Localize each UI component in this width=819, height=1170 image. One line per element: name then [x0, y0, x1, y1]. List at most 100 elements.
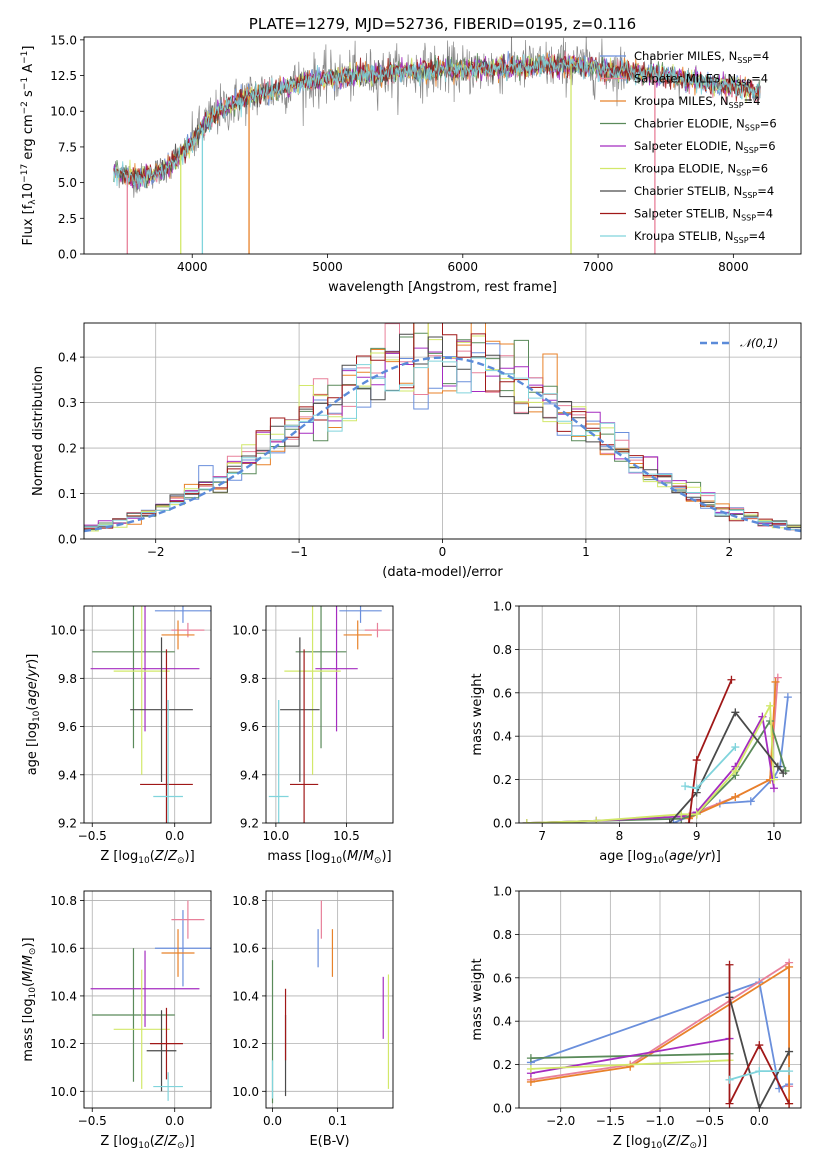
plot-mass-weight-vs-Z: −2.0 −1.5 −1.0 −0.5 0.0 0.0 0.2 0.4 0.6 0.8 1.0 Z [… [470, 885, 802, 1151]
y-tick-label: 0.1 [58, 487, 77, 501]
x-tick-label: 6000 [448, 260, 479, 274]
x-axis-label: E(B-V) [309, 1134, 349, 1149]
y-tick-label: 10.8 [50, 894, 77, 908]
legend-label: Chabrier ELODIE, NSSP=6 [634, 117, 777, 133]
plot-area [522, 673, 792, 823]
y-tick-label: 10.8 [232, 894, 259, 908]
x-axis-label: age [log10(age/yr)] [599, 849, 721, 866]
y-tick-label: 9.8 [240, 672, 259, 686]
x-tick-label: 8 [616, 829, 624, 843]
weight-line-6 [669, 710, 784, 823]
y-tick-label: 10.0 [232, 1085, 259, 1099]
y-tick-label: 0.0 [493, 817, 512, 831]
weight-point [755, 1104, 764, 1108]
chart-title: PLATE=1279, MJD=52736, FIBERID=0195, z=0… [249, 15, 636, 33]
plot-area [90, 900, 211, 1101]
grid [519, 605, 801, 824]
y-tick-label: 0.4 [58, 351, 77, 365]
weight-line-7 [728, 964, 790, 1105]
y-tick-label: 0.8 [493, 928, 512, 942]
weight-point [731, 743, 740, 752]
weight-point [731, 708, 740, 717]
weight-point [526, 1064, 535, 1073]
x-axis-label: (data-model)/error [382, 565, 503, 580]
y-tick-label: 0.6 [493, 686, 512, 700]
y-tick-label: 0.4 [493, 1015, 512, 1029]
y-tick-label: 0.2 [493, 1058, 512, 1072]
y-tick-label: 10.4 [232, 989, 259, 1003]
weight-point [681, 782, 690, 791]
y-axis-label: age [log10(age/yr)] [25, 654, 42, 776]
y-tick-label: 10.2 [232, 1037, 259, 1051]
x-tick-label: 0 [439, 545, 447, 559]
plot-area [268, 606, 391, 823]
x-tick-label: 10.5 [333, 829, 360, 843]
axes-frame [265, 890, 394, 1109]
y-tick-label: 0.2 [493, 773, 512, 787]
y-tick-label: 10.4 [50, 989, 77, 1003]
weight-point [746, 797, 755, 806]
x-tick-label: −0.5 [695, 1114, 724, 1128]
weight-point [785, 1047, 794, 1056]
legend-label: Salpeter ELODIE, NSSP=6 [634, 139, 776, 155]
weight-point [725, 960, 734, 969]
x-axis-label: wavelength [Angstrom, rest frame] [328, 280, 557, 295]
weight-point [771, 677, 780, 686]
axes-frame [518, 605, 802, 824]
y-tick-label: 1.0 [493, 600, 512, 614]
y-axis-label: mass weight [470, 673, 485, 755]
weight-point [773, 673, 782, 682]
plot-area [526, 958, 794, 1108]
x-tick-label: 0.0 [165, 1114, 184, 1128]
weight-point [522, 819, 531, 823]
weight-point [779, 769, 788, 778]
y-axis-label: mass [log10(M/M⊙)] [21, 937, 38, 1061]
x-tick-label: 1 [582, 545, 590, 559]
x-tick-label: 9 [693, 829, 701, 843]
legend-label: Salpeter STELIB, NSSP=4 [634, 207, 773, 223]
y-tick-label: 0.6 [493, 971, 512, 985]
weight-point [692, 756, 701, 765]
legend-label: 𝒩(0,1) [740, 336, 778, 350]
y-tick-label: 0.8 [493, 643, 512, 657]
normal-curve [84, 356, 801, 533]
x-tick-label: 7000 [583, 260, 614, 274]
weight-line-5 [530, 1059, 730, 1070]
y-tick-label: 0.0 [493, 1102, 512, 1116]
y-tick-label: 10.0 [50, 1085, 77, 1099]
plot-age-vs-mass: 10.0 10.5 9.2 9.4 9.6 9.8 10.0 mass [log10(M/M⊙… [232, 605, 394, 866]
weight-point [592, 816, 601, 823]
weight-line-2 [530, 965, 790, 1104]
model-spectrum-8 [113, 54, 761, 190]
legend-label: Salpeter MILES, NSSP=4 [634, 72, 768, 88]
weight-point [665, 819, 674, 823]
weight-point [769, 784, 778, 793]
x-tick-label: −2.0 [546, 1114, 575, 1128]
weight-point [727, 675, 736, 684]
weight-point [755, 1067, 764, 1076]
y-axis-label: Normed distribution [31, 366, 46, 496]
axes-frame [83, 605, 212, 824]
plot-age-vs-Z: −0.5 0.0 9.2 9.4 9.6 9.8 10.0 Z [log10(Z/Z⊙)] ag… [25, 605, 212, 866]
weight-point [785, 962, 794, 971]
y-tick-label: 12.5 [50, 69, 77, 83]
y-tick-label: 10.0 [50, 624, 77, 638]
x-tick-label: 2 [725, 545, 733, 559]
weight-point [725, 1075, 734, 1084]
y-axis-label: mass weight [470, 958, 485, 1040]
x-axis-label: Z [log10(Z/Z⊙)] [100, 1134, 194, 1151]
weight-line-4 [526, 713, 775, 823]
axes-frame [83, 890, 212, 1109]
plot-area [90, 606, 211, 823]
plot-area [113, 37, 761, 254]
y-tick-label: 10.6 [50, 942, 77, 956]
x-tick-label: 5000 [312, 260, 343, 274]
plot-mass-vs-Z: −0.5 0.0 10.0 10.2 10.4 10.6 10.8 Z [log10(Z/Z⊙… [21, 890, 212, 1151]
weight-point [692, 810, 701, 819]
weight-point [773, 762, 782, 771]
y-tick-label: 9.8 [58, 672, 77, 686]
plot-residuals: −2 −1 0 1 2 0.0 0.1 0.2 0.3 0.4 (data-model)/error… [31, 322, 802, 580]
x-tick-label: 10.0 [263, 829, 290, 843]
weight-point [669, 819, 678, 823]
legend: Chabrier MILES, NSSP=4 Salpeter MILES, NS… [600, 49, 777, 245]
